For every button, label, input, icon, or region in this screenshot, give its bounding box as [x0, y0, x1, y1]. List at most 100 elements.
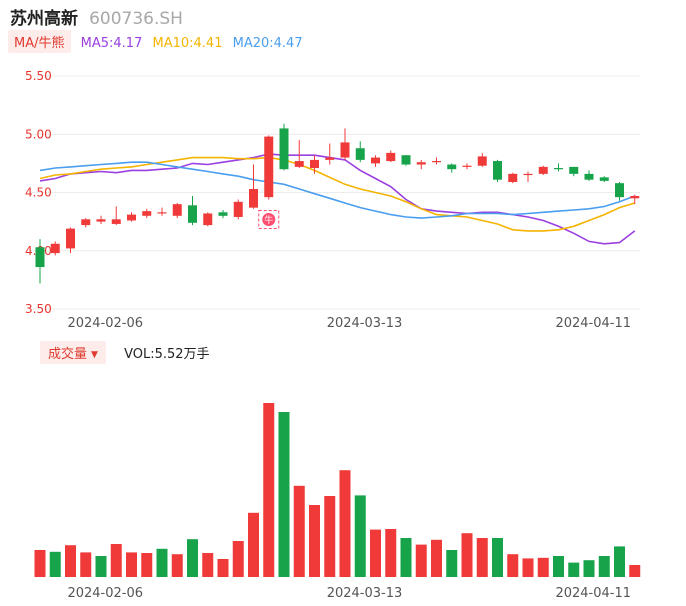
- volume-bar: [598, 556, 610, 577]
- volume-bar: [309, 505, 320, 577]
- volume-bar: [171, 554, 183, 577]
- candle: [325, 143, 335, 165]
- candle: [630, 194, 640, 205]
- candle-body: [340, 142, 350, 158]
- volume-legend: 成交量 ▼ VOL:5.52万手: [40, 341, 210, 364]
- volume-bar: [248, 512, 259, 577]
- volume-bar: [614, 546, 625, 577]
- volume-value: VOL:5.52万手: [124, 347, 210, 362]
- candle-body: [35, 247, 45, 268]
- candle-body: [50, 243, 60, 254]
- candle: [386, 150, 396, 163]
- volume-bar: [141, 553, 153, 577]
- volume-bar: [385, 529, 397, 577]
- candle-body: [294, 161, 304, 167]
- y-tick-label: 5.50: [25, 69, 52, 83]
- candle-body: [401, 155, 411, 165]
- candle-body: [157, 212, 167, 214]
- volume-bar: [446, 550, 458, 577]
- candle: [416, 159, 426, 170]
- candle: [218, 209, 228, 219]
- candle-body: [630, 195, 640, 199]
- volume-bar: [202, 553, 214, 577]
- candle: [523, 171, 533, 183]
- candle: [599, 176, 609, 183]
- candle-body: [127, 214, 136, 221]
- candle: [310, 155, 319, 174]
- chevron-down-icon: ▼: [91, 350, 98, 360]
- candle-body: [264, 136, 274, 198]
- candle: [233, 199, 243, 220]
- volume-bar: [217, 559, 229, 577]
- candle: [172, 202, 182, 219]
- volume-bar: [461, 533, 473, 577]
- price-grid: [30, 75, 640, 310]
- x-tick-label: 2024-02-06: [67, 586, 143, 601]
- candle: [493, 159, 502, 183]
- candle-body: [447, 164, 457, 170]
- candle: [127, 212, 136, 222]
- volume-bar: [370, 529, 381, 577]
- volume-bar: [339, 470, 351, 577]
- volume-bar: [583, 560, 595, 577]
- volume-bar: [156, 548, 168, 577]
- volume-bar: [126, 552, 137, 577]
- volume-bar: [568, 562, 580, 577]
- ma20-legend-label: MA20:4.47: [232, 36, 303, 51]
- ma-mode-button[interactable]: MA/牛熊: [8, 30, 71, 53]
- volume-indicator-dropdown[interactable]: 成交量 ▼: [40, 341, 106, 364]
- x-tick-label: 2024-03-13: [327, 316, 403, 330]
- candle-body: [218, 212, 228, 216]
- volume-bar: [354, 495, 366, 577]
- ma5-legend-label: MA5:4.17: [80, 36, 143, 51]
- candle: [249, 164, 258, 209]
- candle-body: [111, 219, 121, 224]
- candle: [96, 215, 106, 224]
- price-y-axis: 5.505.004.504.003.50: [25, 69, 52, 316]
- bull-marker-frame: [258, 209, 280, 229]
- candle-body: [416, 162, 426, 165]
- bull-marker: 牛: [258, 209, 280, 229]
- y-tick-label: 5.00: [25, 127, 52, 141]
- candle-body: [462, 165, 472, 167]
- candle-body: [523, 173, 533, 176]
- candle-body: [584, 173, 594, 180]
- candle-body: [599, 177, 609, 181]
- candle-body: [477, 156, 487, 166]
- candle-body: [371, 157, 380, 164]
- candle: [264, 135, 274, 200]
- candle-body: [432, 161, 441, 163]
- candle-body: [188, 205, 197, 223]
- candle-body: [233, 201, 243, 217]
- candle-body: [355, 148, 365, 160]
- volume-bars: [34, 403, 641, 577]
- volume-bar: [537, 557, 549, 577]
- candle-body: [96, 219, 106, 222]
- candle-body: [554, 168, 563, 170]
- candle-body: [310, 159, 319, 169]
- stock-header: 苏州高新 600736.SH: [10, 4, 183, 29]
- candle-body: [81, 219, 91, 226]
- volume-bar: [95, 556, 107, 577]
- volume-bar: [49, 551, 61, 577]
- ma10-legend-label: MA10:4.41: [152, 36, 223, 51]
- x-tick-label: 2024-02-06: [67, 316, 143, 330]
- candle: [157, 207, 167, 216]
- volume-chart: 2024-02-06 2024-03-13 2024-04-11: [34, 403, 641, 601]
- volume-bar: [80, 552, 92, 577]
- x-tick-label: 2024-03-13: [327, 586, 403, 601]
- candle: [538, 165, 548, 176]
- price-x-axis: 2024-02-06 2024-03-13 2024-04-11: [67, 316, 631, 330]
- x-tick-label: 2024-04-11: [555, 316, 631, 330]
- ma5-line: [39, 153, 636, 245]
- candle: [188, 195, 197, 226]
- volume-bar: [507, 554, 519, 577]
- candlesticks: [35, 123, 640, 284]
- candle: [477, 152, 487, 167]
- candle: [371, 155, 380, 167]
- volume-bar: [522, 558, 534, 577]
- volume-bar: [629, 565, 641, 577]
- volume-bar: [65, 545, 76, 577]
- stock-code: 600736.SH: [89, 9, 183, 29]
- ma10-line: [39, 156, 636, 232]
